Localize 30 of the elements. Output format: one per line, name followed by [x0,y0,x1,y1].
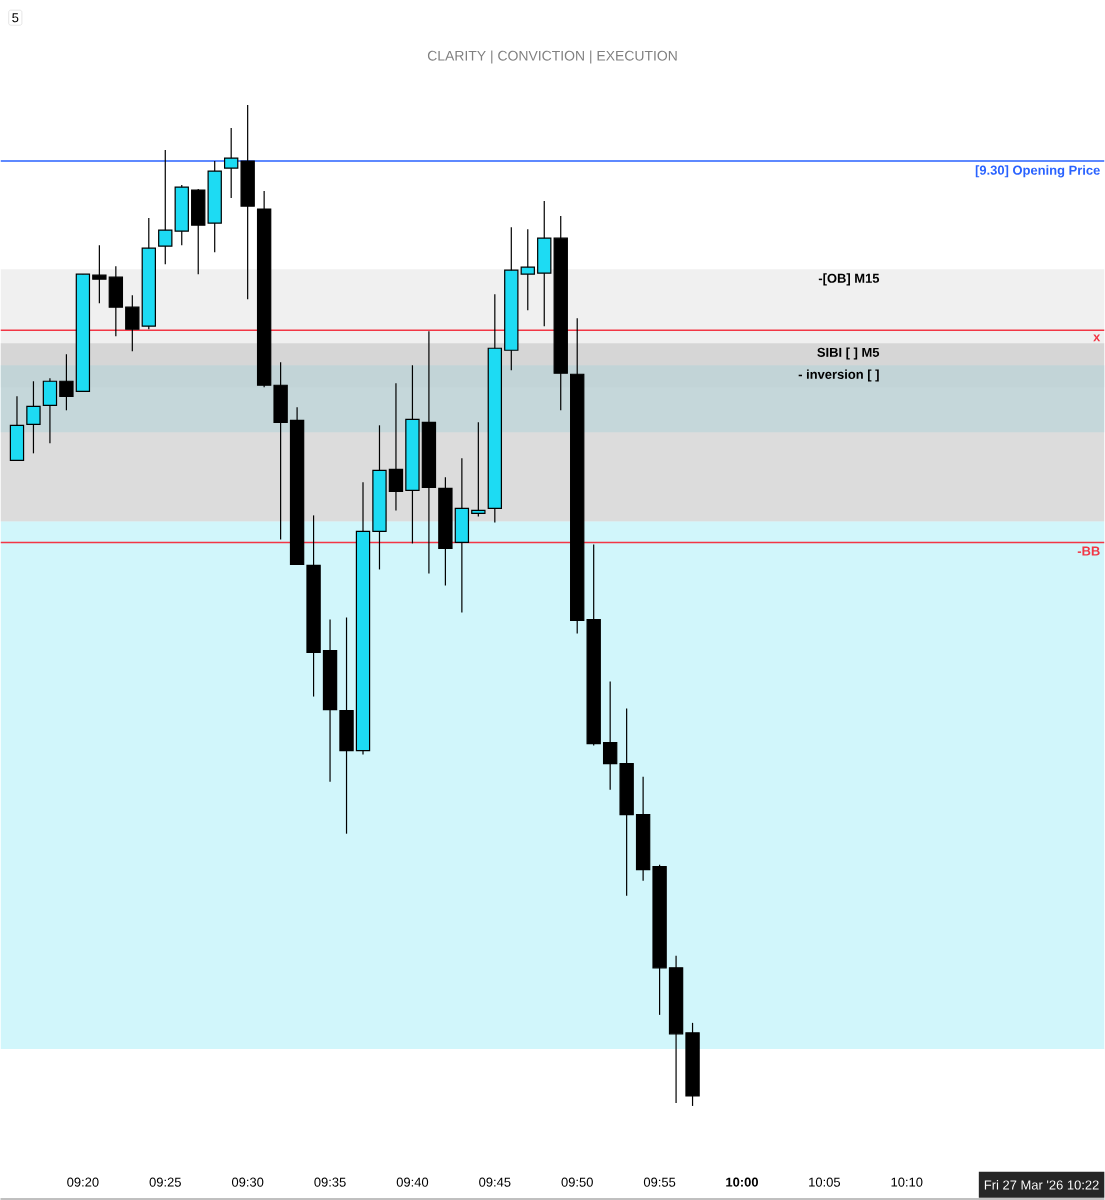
candlestick [59,353,74,411]
candlestick [602,680,618,791]
x-tick-label: 10:00 [726,1177,759,1187]
x-tick-label: 10:05 [809,1177,841,1187]
candlestick [520,228,535,311]
ref-line-label: [9.30] Opening Price [975,165,1100,178]
ref-line-label: x [1093,334,1101,342]
candlestick [471,421,486,517]
band-label: -[OB] M15 [818,273,880,286]
x-tick-label: 09:20 [67,1177,99,1187]
x-tick-label: 10:10 [891,1177,923,1187]
ref-line-label: -BB [1077,546,1100,556]
x-tick-label: 09:55 [643,1177,676,1187]
x-tick-label: 09:50 [561,1177,593,1187]
x-tick-label: 09:45 [479,1177,511,1187]
candlestick [388,382,404,511]
x-tick-label: 09:30 [231,1177,264,1187]
band-label: SIBI [ ] M5 [817,347,880,360]
candlestick [125,294,140,352]
x-tick-label: 09:25 [149,1177,181,1187]
candlestick [223,127,239,199]
text: 5 [12,13,19,23]
chart-subtitle: CLARITY | CONVICTION | EXECUTION [427,50,677,64]
candlestick [158,149,173,265]
text: Fri 27 Mar '26 10:22 [984,1180,1099,1190]
candlestick [92,244,107,304]
x-tick-label: 09:40 [396,1177,429,1187]
band-label: - inversion [ ] [798,369,879,382]
x-tick-label: 09:35 [314,1177,346,1187]
candlestick [26,380,41,454]
